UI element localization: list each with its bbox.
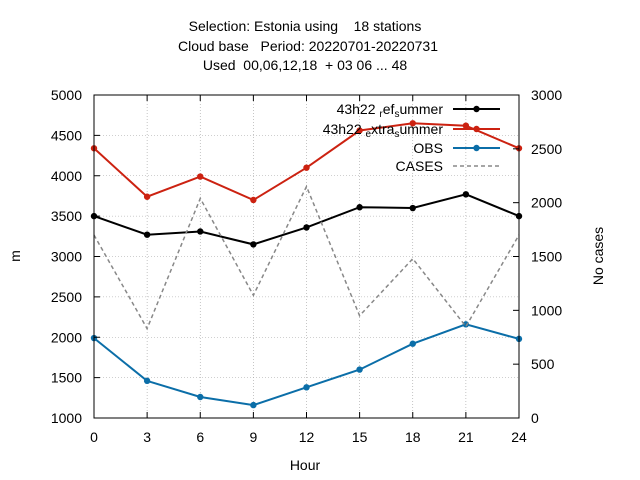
legend-label-part: r (379, 109, 383, 120)
data-point (462, 122, 470, 129)
x-tick-label: 12 (299, 429, 315, 445)
data-point (197, 393, 204, 401)
data-point (409, 340, 416, 347)
data-point (409, 204, 416, 212)
legend-marker-2 (473, 125, 480, 133)
data-point (356, 204, 363, 211)
data-point (250, 196, 257, 204)
legend-label-part: e (366, 129, 372, 140)
data-point (143, 193, 151, 200)
x-tick-label: 9 (249, 429, 257, 445)
legend-label-4: CASES (396, 158, 443, 174)
data-point (250, 401, 257, 409)
data-point (143, 231, 151, 238)
data-point (197, 173, 204, 180)
y-tick-label: 4500 (51, 127, 82, 143)
y-axis-label: m (7, 250, 23, 262)
legend-label-part: OBS (413, 140, 443, 156)
y2-tick-label: 500 (531, 356, 555, 372)
x-tick-label: 0 (90, 429, 98, 445)
series-line-4 (93, 184, 520, 331)
y-tick-label: 2500 (51, 289, 82, 305)
title-line-3: Used 00,06,12,18 + 03 06 ... 48 (203, 57, 408, 73)
x-tick-label: 18 (405, 429, 421, 445)
title-line-1: Selection: Estonia using 18 stations (189, 18, 422, 34)
legend-label-part: 43h22 (337, 101, 380, 117)
y-tick-label: 2000 (51, 329, 82, 345)
y2-tick-label: 2000 (531, 195, 562, 211)
y-tick-label: 3500 (51, 208, 82, 224)
series (90, 120, 523, 409)
legend-label-3: OBS (413, 140, 443, 156)
y-tick-label: 1500 (51, 370, 82, 386)
legend-label-part: ummer (399, 101, 443, 117)
data-point (303, 164, 310, 171)
x-tick-label: 6 (196, 429, 204, 445)
y2-tick-label: 1500 (531, 249, 562, 265)
y-tick-label: 3000 (51, 249, 82, 265)
axis-ticks: 0 3 6 9 12 15 18 21 24 1000 1500 2000 2500 3000 3500 40… (51, 87, 563, 445)
y2-tick-label: 3000 (531, 87, 562, 103)
x-tick-label: 15 (352, 429, 368, 445)
legend-marker-3 (473, 144, 480, 152)
x-axis-label: Hour (290, 457, 321, 473)
data-point (303, 224, 310, 231)
legend-label-part: xtra (371, 121, 395, 137)
x-tick-label: 24 (511, 429, 527, 445)
y2-tick-label: 1000 (531, 302, 562, 318)
legend-label-part: s (394, 109, 399, 120)
data-point (356, 366, 363, 373)
data-point (197, 228, 204, 235)
data-point (143, 377, 151, 385)
data-point (250, 241, 257, 248)
y2-tick-label: 0 (531, 410, 539, 426)
legend-label-part: 43h22 (323, 121, 366, 137)
legend-label-part: ef (383, 101, 395, 117)
legend-label-part: s (394, 129, 399, 140)
y-tick-label: 1000 (51, 410, 82, 426)
chart-title: Selection: Estonia using 18 stations Clo… (178, 18, 438, 73)
legend-label-2: 43h22 extrasummer (323, 121, 444, 140)
legend-marker-1 (473, 105, 480, 113)
y-tick-label: 4000 (51, 168, 82, 184)
x-tick-label: 3 (143, 429, 151, 445)
y-tick-label: 5000 (51, 87, 82, 103)
legend-label-part: CASES (396, 158, 443, 174)
legend-label-part: ummer (399, 121, 443, 137)
data-point (409, 120, 416, 127)
y2-axis-label: No cases (590, 227, 606, 285)
title-line-2: Cloud base Period: 20220701-20220731 (178, 38, 438, 54)
x-tick-label: 21 (458, 429, 474, 445)
data-point (356, 127, 363, 134)
y2-tick-label: 2500 (531, 141, 562, 157)
grid (94, 95, 519, 418)
legend-label-1: 43h22 refsummer (337, 101, 444, 120)
data-point (462, 191, 470, 198)
data-point (303, 384, 310, 391)
